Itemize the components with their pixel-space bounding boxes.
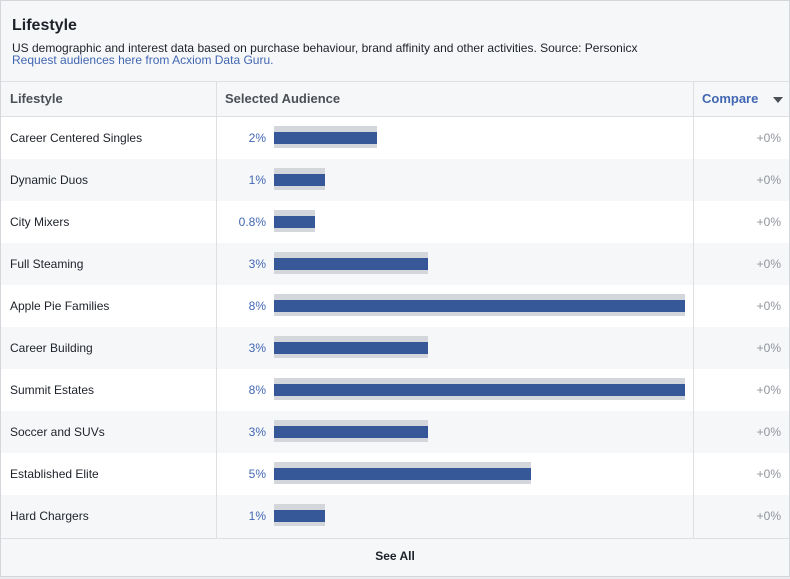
compare-value: +0% [756,257,781,271]
audience-percent: 8% [248,299,266,313]
compare-dropdown[interactable]: Compare [702,91,759,106]
compare-value: +0% [756,509,781,523]
table-row: Full Steaming 3% +0% [1,243,789,285]
lifestyle-table: Lifestyle Selected Audience Compare Care… [1,82,789,538]
compare-value: +0% [756,425,781,439]
lifestyle-name: Dynamic Duos [10,173,89,187]
audience-bar [274,468,531,480]
column-divider [693,82,694,538]
audience-percent: 2% [248,131,266,145]
lifestyle-name: Hard Chargers [10,509,89,523]
table-row: City Mixers 0.8% +0% [1,201,789,243]
table-row: Summit Estates 8% +0% [1,369,789,411]
panel-header: Lifestyle US demographic and interest da… [1,1,789,82]
audience-bar [274,300,685,312]
audience-percent: 3% [248,257,266,271]
table-body: Career Centered Singles 2% +0% Dynamic Duos… [1,117,789,537]
audience-bar [274,342,428,354]
compare-value: +0% [756,173,781,187]
audience-bar [274,216,315,228]
audience-percent: 1% [248,173,266,187]
audience-bar [274,426,428,438]
lifestyle-name: City Mixers [10,215,70,229]
lifestyle-name: Full Steaming [10,257,84,271]
table-row: Dynamic Duos 1% +0% [1,159,789,201]
audience-percent: 1% [248,509,266,523]
audience-bar [274,174,325,186]
lifestyle-name: Soccer and SUVs [10,425,105,439]
table-row: Hard Chargers 1% +0% [1,495,789,537]
panel-subtitle: US demographic and interest data based o… [12,41,638,55]
lifestyle-name: Apple Pie Families [10,299,110,313]
audience-percent: 8% [248,383,266,397]
lifestyle-name: Established Elite [10,467,99,481]
acxiom-link[interactable]: Request audiences here from Acxiom Data … [12,53,274,67]
lifestyle-name: Career Building [10,341,93,355]
lifestyle-name: Career Centered Singles [10,131,143,145]
table-row: Career Centered Singles 2% +0% [1,117,789,159]
compare-value: +0% [756,215,781,229]
compare-value: +0% [756,341,781,355]
table-header: Lifestyle Selected Audience Compare [1,82,789,117]
column-header-lifestyle: Lifestyle [10,91,63,106]
compare-value: +0% [756,467,781,481]
audience-percent: 3% [248,341,266,355]
column-header-selected-audience: Selected Audience [225,91,341,106]
compare-value: +0% [756,299,781,313]
audience-bar [274,510,325,522]
see-all-button[interactable]: See All [1,538,789,574]
audience-percent: 0.8% [238,215,266,229]
column-divider [216,82,217,538]
table-row: Apple Pie Families 8% +0% [1,285,789,327]
table-row: Established Elite 5% +0% [1,453,789,495]
panel-title: Lifestyle [12,17,77,34]
audience-bar [274,258,428,270]
lifestyle-name: Summit Estates [10,383,95,397]
audience-bar [274,384,685,396]
table-row: Soccer and SUVs 3% +0% [1,411,789,453]
audience-percent: 3% [248,425,266,439]
compare-value: +0% [756,383,781,397]
audience-bar [274,132,377,144]
audience-percent: 5% [248,467,266,481]
compare-value: +0% [756,131,781,145]
chevron-down-icon[interactable] [773,97,783,103]
table-row: Career Building 3% +0% [1,327,789,369]
